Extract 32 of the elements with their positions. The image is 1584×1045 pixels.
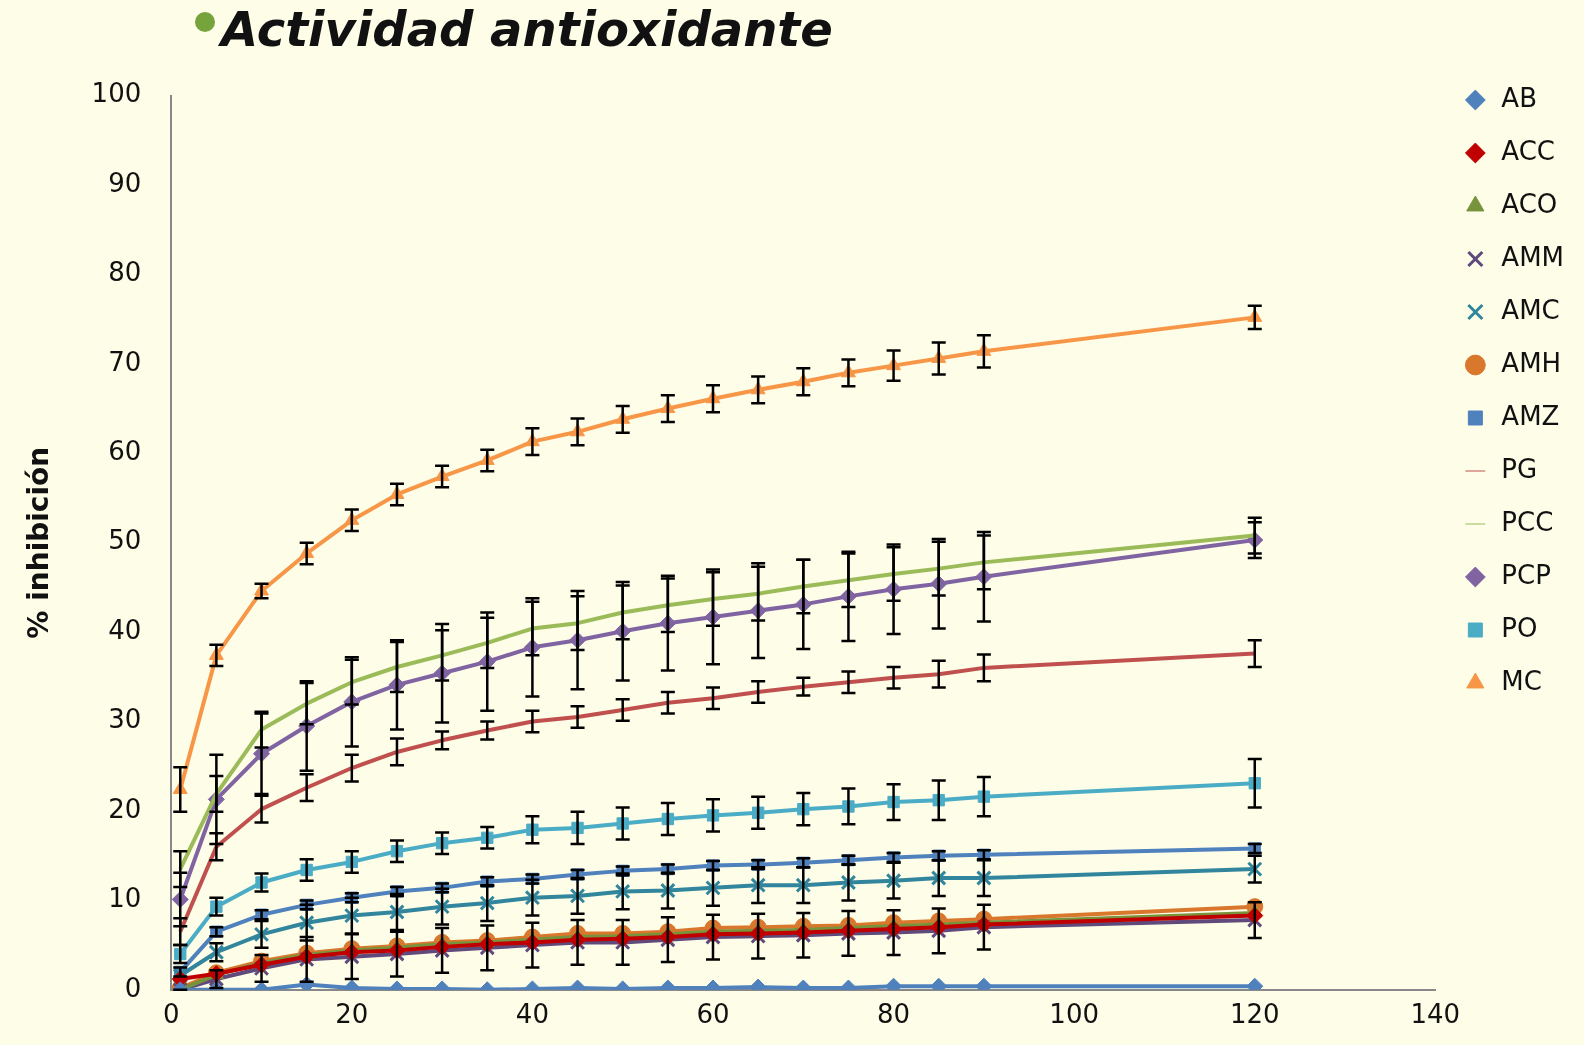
legend-label: PG bbox=[1501, 453, 1538, 484]
y-tick-label: 10 bbox=[108, 883, 142, 914]
legend-label: AMZ bbox=[1501, 400, 1560, 431]
y-tick-label: 50 bbox=[108, 525, 142, 556]
y-axis-title: % inhibición bbox=[22, 446, 56, 639]
x-tick-label: 20 bbox=[335, 999, 369, 1030]
x-tick-label: 100 bbox=[1049, 999, 1099, 1030]
legend-label: MC bbox=[1501, 665, 1542, 696]
legend-label: AMC bbox=[1501, 294, 1560, 325]
y-tick-label: 20 bbox=[108, 793, 142, 824]
y-tick-label: 40 bbox=[108, 614, 142, 645]
y-tick-label: 60 bbox=[108, 436, 142, 467]
legend-label: ACC bbox=[1501, 135, 1555, 166]
x-tick-label: 40 bbox=[515, 999, 549, 1030]
legend-label: AMM bbox=[1501, 241, 1564, 272]
x-tick-label: 80 bbox=[877, 999, 911, 1030]
y-tick-label: 0 bbox=[124, 972, 142, 1003]
x-tick-label: 0 bbox=[162, 999, 180, 1030]
y-tick-label: 30 bbox=[108, 704, 142, 735]
legend-label: PCP bbox=[1501, 559, 1551, 590]
legend-label: AMH bbox=[1501, 347, 1562, 378]
x-tick-label: 120 bbox=[1229, 999, 1280, 1030]
y-tick-label: 100 bbox=[91, 78, 142, 109]
x-tick-label: 60 bbox=[696, 999, 730, 1030]
y-tick-label: 80 bbox=[108, 257, 142, 288]
y-tick-label: 70 bbox=[108, 346, 142, 377]
x-tick-label: 140 bbox=[1410, 999, 1461, 1030]
legend-label: AB bbox=[1501, 82, 1537, 113]
legend-label: PCC bbox=[1501, 506, 1554, 537]
legend-label: PO bbox=[1501, 612, 1538, 643]
y-tick-label: 90 bbox=[108, 167, 142, 198]
legend-label: ACO bbox=[1501, 188, 1558, 219]
